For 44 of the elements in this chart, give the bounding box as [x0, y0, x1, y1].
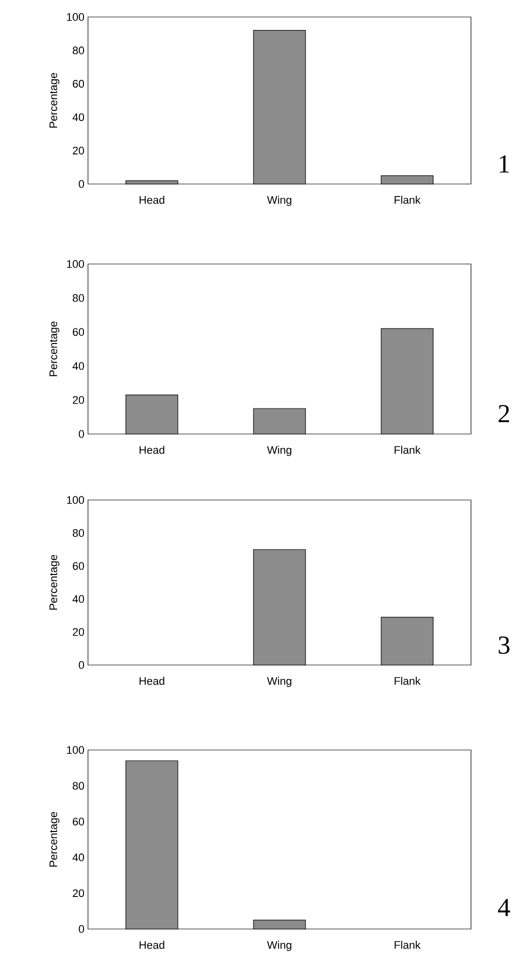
y-tick-label: 60	[72, 328, 84, 336]
x-tick-label: Flank	[394, 676, 421, 685]
x-tick-label: Head	[140, 446, 164, 454]
x-tick-label: Head	[140, 196, 164, 204]
y-tick-label: 100	[67, 260, 84, 268]
y-tick-label: 60	[72, 80, 84, 88]
y-tick-label: 40	[72, 854, 84, 862]
y-tick-label: 20	[72, 396, 84, 404]
y-tick-label: 0	[78, 661, 84, 669]
text: 2	[498, 405, 510, 422]
y-tick-label: 100	[67, 746, 84, 754]
x-tick-label: Wing	[267, 940, 292, 951]
y-tick-label: 60	[72, 818, 84, 826]
y-tick-label: 20	[72, 889, 84, 898]
x-tick-label: Head	[140, 940, 164, 949]
x-tick-label: Wing	[267, 676, 292, 687]
y-tick-label: 80	[72, 294, 84, 302]
y-tick-label: 80	[72, 46, 84, 54]
y-tick-label: 0	[78, 925, 84, 933]
y-tick-label: 40	[72, 113, 84, 122]
y-tick-label: 20	[72, 628, 84, 636]
y-axis-title: Percentage	[50, 72, 60, 128]
y-tick-label: 80	[72, 529, 84, 537]
x-tick-label: Wing	[267, 196, 292, 206]
y-tick-label: 40	[72, 362, 84, 370]
y-tick-label: 60	[72, 562, 84, 570]
y-axis-title: Percentage	[50, 554, 60, 610]
x-tick-label: Flank	[394, 446, 421, 454]
y-axis-title: Percentage	[50, 812, 60, 867]
y-tick-label: 100	[67, 13, 84, 21]
y-tick-label: 40	[72, 595, 84, 603]
text: 1	[500, 155, 509, 173]
text: 4	[498, 899, 510, 916]
x-tick-label: Flank	[394, 940, 421, 949]
x-tick-label: Wing	[267, 446, 292, 456]
x-tick-label: Flank	[394, 196, 421, 204]
text: 3	[498, 636, 510, 654]
y-tick-label: 0	[78, 180, 84, 188]
y-tick-label: 100	[67, 496, 84, 504]
y-tick-label: 0	[78, 430, 84, 438]
x-tick-label: Head	[140, 676, 164, 685]
y-tick-label: 20	[72, 146, 84, 154]
y-axis-title: Percentage	[50, 321, 60, 376]
y-tick-label: 80	[72, 782, 84, 790]
